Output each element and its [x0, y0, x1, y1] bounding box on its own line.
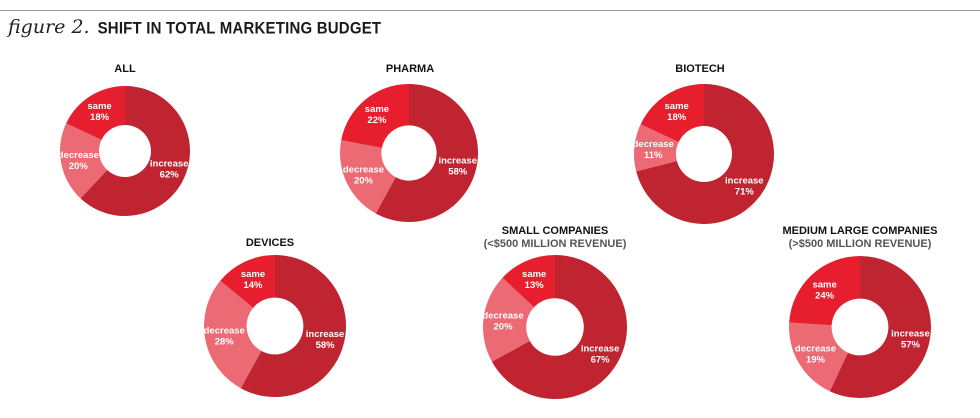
chart-title-text: ALL — [114, 63, 136, 75]
slice-label-same: same 24% — [812, 279, 836, 301]
slice-label-increase: increase 67% — [581, 344, 620, 366]
donut-slice-increase — [240, 255, 346, 397]
donut-chart-all: increase 62% decrease 20% same 18% — [58, 86, 190, 216]
donut-slice-same — [341, 84, 409, 148]
slice-label-same: same 14% — [241, 269, 265, 291]
chart-title-text: MEDIUM LARGE COMPANIES — [782, 225, 938, 237]
figure-header: figure 2. SHIFT IN TOTAL MARKETING BUDGE… — [8, 16, 381, 46]
donut-slice-decrease — [483, 277, 535, 362]
slice-label-increase: increase 58% — [438, 156, 477, 178]
donut-slice-decrease — [204, 280, 262, 389]
chart-title-text: SMALL COMPANIES — [501, 225, 609, 237]
figure-title: SHIFT IN TOTAL MARKETING BUDGET — [97, 19, 382, 38]
chart-title-biotech: BIOTECH — [675, 63, 725, 76]
slice-label-decrease: decrease 20% — [343, 164, 384, 186]
slice-label-same: same 18% — [665, 101, 689, 123]
slice-label-same: same 22% — [365, 104, 389, 126]
donut-slice-decrease — [634, 124, 679, 172]
donut-slice-decrease — [60, 123, 108, 199]
donut-chart-biotech: increase 71% decrease 11% same 18% — [633, 84, 774, 224]
slice-label-same: same 18% — [87, 101, 111, 123]
donut-slice-same — [220, 255, 275, 308]
slice-label-decrease: decrease 28% — [204, 326, 245, 348]
chart-title-devices: DEVICES — [246, 237, 294, 250]
chart-subtitle-text: (>$500 MILLION REVENUE) — [788, 238, 932, 250]
chart-subtitle-text: (<$500 MILLION REVENUE) — [483, 238, 627, 250]
donut-chart-medium-large-companies: increase 57% decrease 19% same 24% — [789, 256, 931, 398]
donut-slice-increase — [80, 86, 190, 216]
chart-title-small-companies: SMALL COMPANIES (<$500 MILLION REVENUE) — [484, 225, 627, 251]
donut-slice-increase — [375, 84, 478, 222]
slice-label-decrease: decrease 20% — [482, 310, 523, 332]
donut-slice-decrease — [789, 322, 848, 392]
donut-chart-small-companies: increase 67% decrease 20% same 13% — [482, 255, 627, 399]
chart-title-text: BIOTECH — [675, 63, 725, 75]
slice-label-increase: increase 71% — [725, 175, 764, 197]
chart-title-all: ALL — [114, 63, 135, 76]
donut-slice-same — [502, 255, 555, 308]
chart-title-pharma: PHARMA — [386, 63, 434, 76]
chart-title-text: DEVICES — [245, 237, 295, 249]
slice-label-increase: increase 58% — [306, 329, 345, 351]
donut-slice-same — [789, 256, 860, 326]
donut-slice-decrease — [340, 140, 396, 214]
slice-label-increase: increase 62% — [150, 158, 189, 180]
figure-label: figure 2. — [8, 16, 90, 38]
donut-slice-same — [640, 84, 704, 143]
donut-slice-increase — [829, 256, 931, 398]
top-rule — [0, 10, 980, 11]
slice-label-decrease: decrease 20% — [58, 150, 99, 172]
donut-chart-devices: increase 58% decrease 28% same 14% — [204, 255, 346, 397]
donut-slice-increase — [636, 84, 774, 224]
slice-label-decrease: decrease 11% — [633, 139, 674, 161]
donut-slice-increase — [491, 255, 627, 399]
slice-label-decrease: decrease 19% — [795, 343, 836, 365]
chart-title-medium-large-companies: MEDIUM LARGE COMPANIES (>$500 MILLION RE… — [782, 225, 937, 251]
chart-title-text: PHARMA — [385, 63, 435, 75]
donut-chart-pharma: increase 58% decrease 20% same 22% — [340, 84, 478, 222]
slice-label-increase: increase 57% — [891, 328, 930, 350]
donut-slice-same — [66, 86, 125, 140]
slice-label-same: same 13% — [522, 269, 546, 291]
